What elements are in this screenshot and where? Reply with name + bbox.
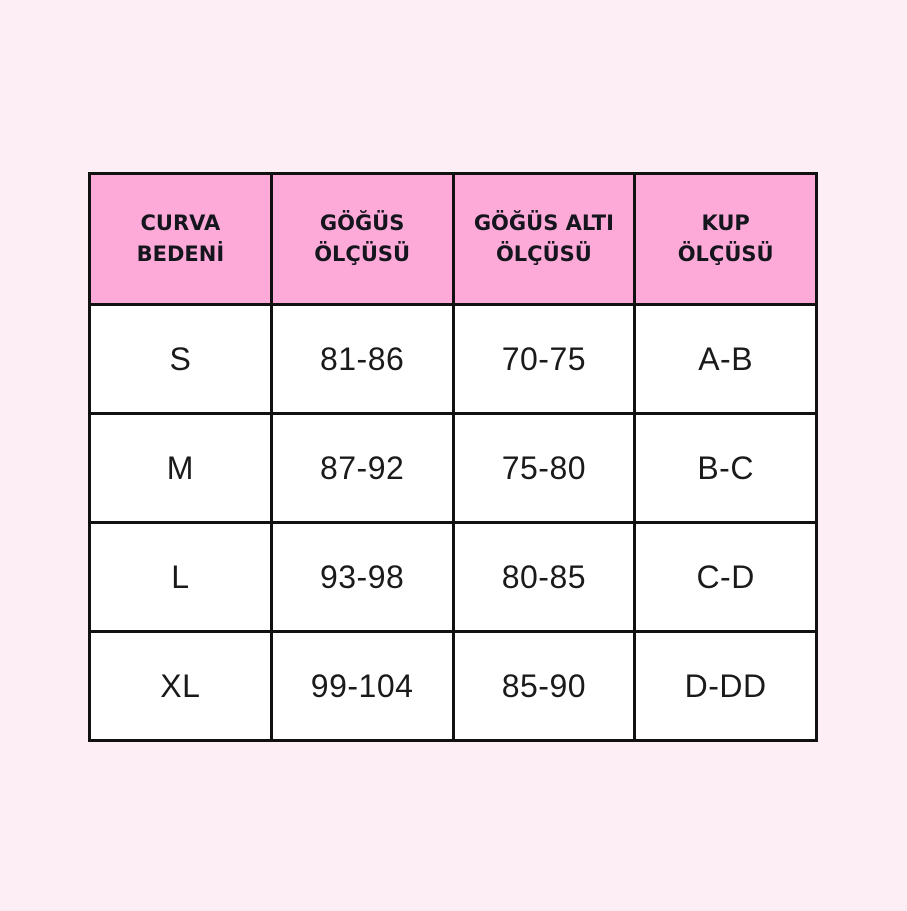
- underbust-range-cell: 70-75: [451, 303, 637, 415]
- column-header-gogus-olcusu: GÖĞÜS ÖLÇÜSÜ: [269, 172, 455, 306]
- column-header-kup-olcusu: KUP ÖLÇÜSÜ: [633, 172, 818, 306]
- cup-range-cell: D-DD: [633, 630, 818, 742]
- chest-range-cell: 81-86: [269, 303, 455, 415]
- size-chart-container: CURVA BEDENİ GÖĞÜS ÖLÇÜSÜ GÖĞÜS ALTI ÖLÇ…: [88, 172, 818, 742]
- underbust-range-cell: 80-85: [451, 521, 637, 633]
- chest-range-cell: 93-98: [269, 521, 455, 633]
- chest-range-cell: 87-92: [269, 412, 455, 524]
- size-cell: M: [88, 412, 273, 524]
- cup-range-cell: C-D: [633, 521, 818, 633]
- size-cell: L: [88, 521, 273, 633]
- column-header-gogus-alti-olcusu: GÖĞÜS ALTI ÖLÇÜSÜ: [451, 172, 637, 306]
- cup-range-cell: A-B: [633, 303, 818, 415]
- size-chart-table: CURVA BEDENİ GÖĞÜS ÖLÇÜSÜ GÖĞÜS ALTI ÖLÇ…: [88, 172, 818, 742]
- size-cell: S: [88, 303, 273, 415]
- size-cell: XL: [88, 630, 273, 742]
- table-row-s: S 81-86 70-75 A-B: [88, 303, 818, 415]
- underbust-range-cell: 85-90: [451, 630, 637, 742]
- underbust-range-cell: 75-80: [451, 412, 637, 524]
- table-row-xl: XL 99-104 85-90 D-DD: [88, 630, 818, 742]
- cup-range-cell: B-C: [633, 412, 818, 524]
- size-chart-header: CURVA BEDENİ GÖĞÜS ÖLÇÜSÜ GÖĞÜS ALTI ÖLÇ…: [88, 172, 818, 306]
- chest-range-cell: 99-104: [269, 630, 455, 742]
- header-row: CURVA BEDENİ GÖĞÜS ÖLÇÜSÜ GÖĞÜS ALTI ÖLÇ…: [88, 172, 818, 306]
- table-row-m: M 87-92 75-80 B-C: [88, 412, 818, 524]
- column-header-curva-bedeni: CURVA BEDENİ: [88, 172, 273, 306]
- size-chart-body: S 81-86 70-75 A-B M 87-92 75-80 B-C L 93…: [88, 303, 818, 742]
- table-row-l: L 93-98 80-85 C-D: [88, 521, 818, 633]
